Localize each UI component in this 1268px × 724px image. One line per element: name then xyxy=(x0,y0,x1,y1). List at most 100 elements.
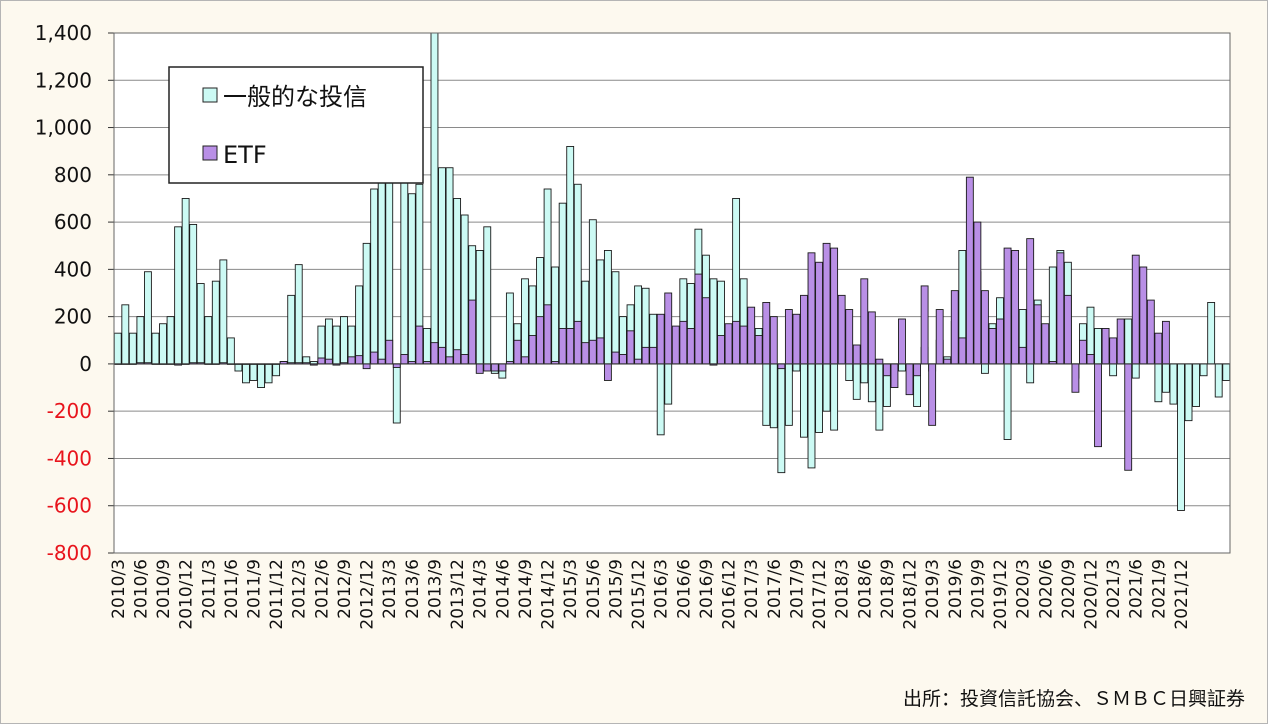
x-tick-label: 2010/6 xyxy=(131,559,151,619)
bar-etf xyxy=(1131,254,1140,365)
bar-etf xyxy=(483,363,492,372)
bar-etf xyxy=(769,316,778,365)
bar-etf xyxy=(1101,328,1110,365)
x-tick-label: 2019/3 xyxy=(923,559,943,619)
bar-etf xyxy=(528,335,537,365)
bar-general xyxy=(1003,363,1012,441)
bar-etf xyxy=(438,346,446,365)
bar-general xyxy=(830,363,839,431)
bar-etf xyxy=(603,363,612,381)
x-tick-label: 2018/6 xyxy=(855,559,875,619)
bar-general xyxy=(272,363,281,377)
x-tick-label: 2021/9 xyxy=(1149,559,1169,619)
bar-etf xyxy=(1011,249,1020,365)
x-tick-label: 2021/3 xyxy=(1104,559,1124,619)
bar-general xyxy=(136,316,145,365)
bar-general xyxy=(1222,363,1231,381)
y-tick-label: 600 xyxy=(54,210,92,234)
x-tick-label: 2020/6 xyxy=(1036,559,1056,619)
bar-general xyxy=(377,179,386,365)
bar-etf xyxy=(898,318,906,365)
x-tick-label: 2012/3 xyxy=(290,559,310,619)
bar-etf xyxy=(573,320,582,365)
legend-label-etf: ETF xyxy=(223,141,267,169)
bar-general xyxy=(453,197,462,365)
x-tick-label: 2012/12 xyxy=(358,559,378,630)
bar-general xyxy=(1094,328,1102,365)
bar-etf xyxy=(762,302,771,365)
bar-etf xyxy=(1086,354,1095,365)
x-tick-label: 2013/6 xyxy=(403,559,423,619)
bar-etf xyxy=(634,358,642,365)
bar-general xyxy=(294,264,303,365)
bar-general xyxy=(521,278,529,365)
legend-box xyxy=(168,66,424,184)
bar-etf xyxy=(815,261,823,365)
bar-etf xyxy=(747,306,756,365)
bar-general xyxy=(777,363,786,474)
bar-etf xyxy=(958,337,967,365)
bar-general xyxy=(287,294,296,365)
bar-general xyxy=(867,363,876,403)
bar-etf xyxy=(852,344,861,365)
x-tick-label: 2014/9 xyxy=(516,559,536,619)
bar-general xyxy=(1192,363,1200,407)
bar-general xyxy=(1131,363,1140,379)
bar-general xyxy=(898,363,906,372)
bar-etf xyxy=(837,294,846,365)
bar-etf xyxy=(1161,320,1170,365)
bar-etf xyxy=(641,346,650,365)
bar-etf xyxy=(671,325,680,365)
bar-etf xyxy=(430,342,439,365)
x-tick-label: 2021/6 xyxy=(1127,559,1147,619)
bar-general xyxy=(121,304,130,365)
bar-etf xyxy=(679,320,688,365)
bar-etf xyxy=(965,176,974,365)
bar-etf xyxy=(724,323,733,365)
bar-etf xyxy=(392,363,401,368)
bar-etf xyxy=(1063,294,1072,365)
bar-general xyxy=(551,266,560,365)
bar-etf xyxy=(807,252,816,365)
bar-etf xyxy=(845,309,854,365)
bar-etf xyxy=(928,363,937,426)
x-tick-label: 2015/9 xyxy=(606,559,626,619)
bar-etf xyxy=(619,354,627,365)
x-tick-label: 2010/3 xyxy=(109,559,129,619)
y-tick-label: -200 xyxy=(47,399,92,423)
bar-general xyxy=(189,223,198,365)
plot-border xyxy=(113,32,1231,554)
bar-etf xyxy=(498,363,507,372)
bar-general xyxy=(159,323,167,365)
bar-general xyxy=(151,332,160,365)
x-axis-ticks: 2010/3 2010/6 2010/9 2010/12 2011/3 2011/6 201… xyxy=(109,559,1192,630)
bar-general xyxy=(249,363,258,381)
bar-general xyxy=(860,363,869,384)
bar-etf xyxy=(777,363,786,370)
bar-general xyxy=(822,363,831,412)
bar-etf xyxy=(468,299,477,365)
bar-general xyxy=(800,363,808,438)
x-tick-label: 2019/9 xyxy=(968,559,988,619)
bar-general xyxy=(332,325,341,365)
bar-general xyxy=(1026,363,1035,384)
bar-general xyxy=(144,271,152,365)
bar-etf xyxy=(1041,323,1050,365)
x-tick-label: 2014/6 xyxy=(493,559,513,619)
x-tick-label: 2017/9 xyxy=(787,559,807,619)
bar-general xyxy=(174,226,183,365)
x-tick-label: 2011/3 xyxy=(199,559,219,619)
bar-etf xyxy=(860,278,869,365)
bar-general xyxy=(1199,363,1208,377)
bar-general xyxy=(1169,363,1178,405)
bar-general xyxy=(423,328,431,365)
bar-etf xyxy=(536,316,544,365)
bar-general xyxy=(1207,302,1216,365)
y-tick-label: -800 xyxy=(47,541,92,565)
x-tick-label: 2020/3 xyxy=(1014,559,1034,619)
bar-etf xyxy=(1026,238,1035,365)
bar-general xyxy=(370,188,379,365)
bar-etf xyxy=(415,325,424,365)
x-tick-label: 2018/3 xyxy=(833,559,853,619)
